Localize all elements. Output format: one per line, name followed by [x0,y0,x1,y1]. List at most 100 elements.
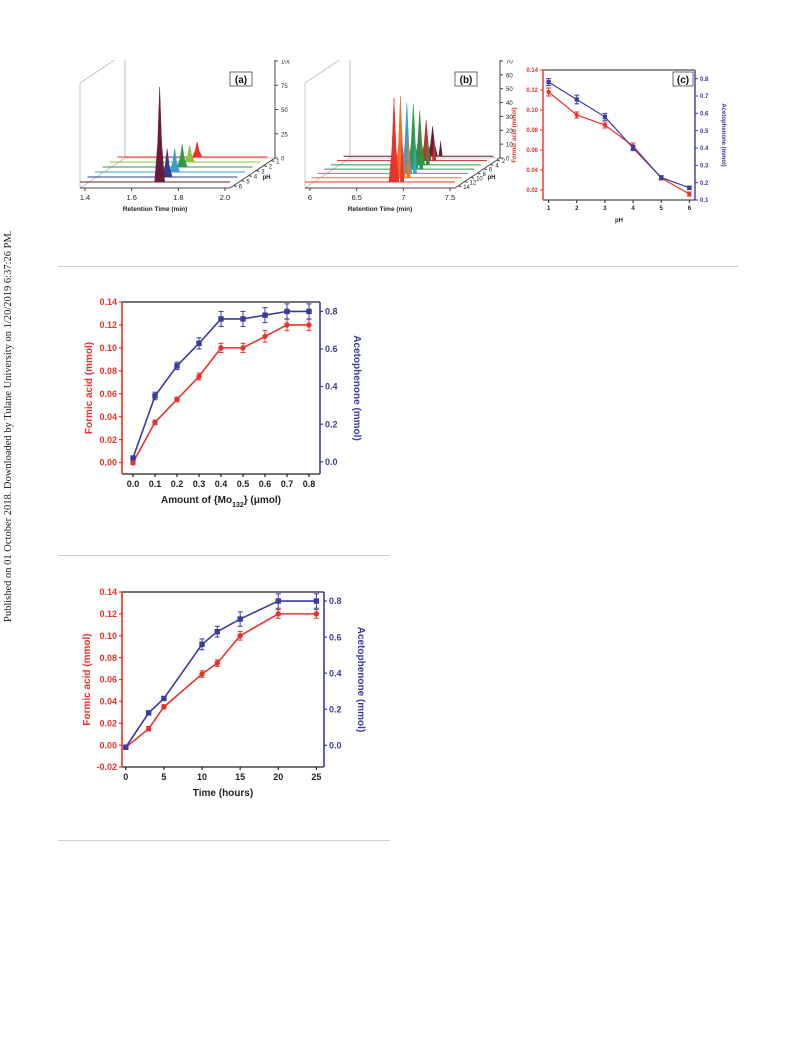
series-line-formic-acid [125,613,317,748]
separator-1 [58,266,738,267]
left-tick-label: 0.12 [99,609,117,619]
ph-tick [233,185,237,187]
ph-tick [477,172,481,175]
left-tick-label: 0.06 [99,675,117,685]
data-point-acetophenone [237,616,243,622]
x-tick-label: 3 [603,206,607,212]
data-point-formic-acid [152,419,158,426]
data-point-formic-acid [218,345,224,351]
z-tick-label: 40 [506,101,513,107]
z-tick-label: 20 [506,129,513,135]
right-tick-label: 0.0 [329,741,342,751]
ph-tick [241,180,245,182]
ph-tick-label: 6 [239,185,243,191]
right-tick-label: 0.2 [325,419,338,429]
data-point-acetophenone [306,308,312,315]
z-tick-label: 30 [506,115,513,121]
left-tick-label: 0.10 [99,343,117,353]
series-line-formic-acid [548,91,690,195]
chart-time-course: 0 5 10 15 20 25 -0.02 0.00 0.02 0.04 0.06 0.08 0.10 0… [82,587,366,799]
right-tick-label: 0.8 [325,307,338,317]
data-point-formic-acid [130,459,136,466]
left-back-wall [304,60,351,189]
left-tick-label: 0.06 [526,148,538,154]
series-line-acetophenone [548,81,690,189]
x-tick-label: 1 [547,206,551,212]
x-tick-label: 7.5 [445,193,455,202]
left-tick-label: 0.04 [99,412,117,422]
series-peak [169,148,181,173]
right-tick-label: 0.4 [325,382,338,392]
right-tick-label: 0.8 [700,77,709,83]
z-tick-label: 0 [281,157,285,163]
right-tick-label: 0.5 [700,129,709,135]
right-tick-label: 0.6 [329,632,342,642]
series-peak-shoulder [432,138,437,161]
left-tick-label: 0.12 [526,88,538,94]
series-peak [176,144,188,168]
x-tick-label: 10 [197,772,207,782]
x-tick-label: 0.2 [171,479,184,489]
z-tick-label: 25 [281,132,288,138]
series-peak [154,86,165,183]
left-tick-label: 0.08 [99,653,117,663]
series-peak-shoulder [425,135,430,165]
data-point-formic-acid [237,633,243,639]
z-tick-label: 75 [281,84,288,90]
series-peak-shoulder [412,134,417,174]
data-point-formic-acid [284,322,290,328]
series-peak [161,148,173,178]
data-point-acetophenone [275,598,281,604]
series-peak-shoulder [419,133,424,170]
z-tick-label: 100 [281,60,290,66]
left-tick-label: 0.14 [526,68,538,74]
data-point-acetophenone [546,80,551,85]
data-point-formic-acid [262,333,268,340]
x-tick-label: 1.4 [80,193,90,202]
left-tick-label: 0.10 [526,108,538,114]
z-tick-label: 0 [506,157,510,163]
panel-label-box [454,71,478,87]
left-tick-label: 0.10 [99,631,117,641]
panel-label-box [229,71,253,87]
ph-tick [464,181,468,184]
data-point-acetophenone [630,145,636,151]
left-tick-label: 0.04 [99,697,117,707]
ph-tick-label: 5 [246,180,250,186]
x-tick-label: 1.6 [126,193,136,202]
left-axis-title: Formic acid (mmol) [84,342,95,434]
x-tick-label: 20 [273,772,283,782]
right-tick-label: 0.3 [700,163,709,169]
series-line-acetophenone [132,310,309,459]
x-tick-label: 5 [161,772,166,782]
data-point-acetophenone [196,340,202,347]
ph-tick-label: 4 [254,175,258,181]
data-point-acetophenone [602,114,608,119]
chart-b-chromatogram: 6 6.5 7 7.5 Retention Time (min) 0 10 20 30 40 50 6… [304,60,513,213]
ph-tick-label: 12 [470,181,477,187]
right-tick-label: 0.0 [325,457,338,467]
left-tick-label: 0.02 [99,435,117,445]
x-tick-label: 0.1 [149,479,162,489]
x-tick-label: 2 [575,206,579,212]
ph-tick-label: 10 [476,176,483,182]
x-tick-label: 15 [235,772,245,782]
x-axis-title: pH [615,218,623,224]
panel-label: (a) [235,75,247,86]
left-tick-label: 0.02 [526,188,538,194]
right-axis-title: Acetophenone (mmol) [720,103,726,166]
data-point-acetophenone [214,628,220,635]
x-tick-label: 0.8 [303,479,316,489]
z-tick-label: 50 [281,108,288,114]
z-tick-label: 60 [506,73,513,79]
data-point-formic-acid [306,322,312,328]
ph-tick [263,165,267,167]
x-tick-label: 0.0 [127,479,140,489]
data-point-acetophenone [152,393,158,399]
left-tick-label: 0.02 [99,718,117,728]
data-point-formic-acid [174,396,180,403]
data-point-formic-acid [199,671,205,677]
x-tick-label: 1.8 [173,193,183,202]
left-tick-label: 0.00 [99,740,117,750]
